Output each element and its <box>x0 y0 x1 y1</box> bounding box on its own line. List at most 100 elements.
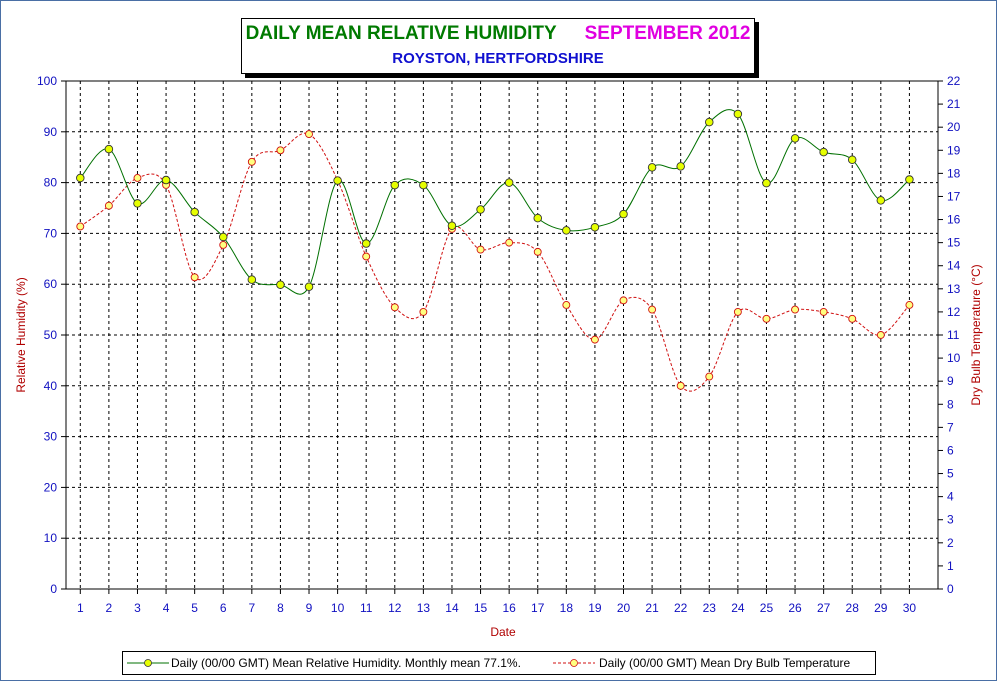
x-tick-label: 5 <box>191 601 198 615</box>
y-axis-right-title: Dry Bulb Temperature (°C) <box>969 264 983 405</box>
x-tick-label: 18 <box>560 601 574 615</box>
x-tick-label: 4 <box>163 601 170 615</box>
chart-title: DAILY MEAN RELATIVE HUMIDITY <box>245 23 557 44</box>
y-right-tick-label: 16 <box>947 213 961 227</box>
x-tick-label: 21 <box>645 601 659 615</box>
y-left-tick-label: 50 <box>44 328 58 342</box>
x-tick-label: 27 <box>817 601 831 615</box>
temperature-point <box>619 296 628 305</box>
y-left-tick-label: 100 <box>37 74 57 88</box>
y-right-tick-label: 5 <box>947 467 954 481</box>
x-tick-label: 9 <box>306 601 313 615</box>
y-right-tick-label: 0 <box>947 582 954 596</box>
temperature-point <box>762 314 771 323</box>
temperature-point <box>733 307 742 316</box>
humidity-point <box>304 282 314 291</box>
temperature-point <box>190 273 199 282</box>
y-left-tick-label: 20 <box>44 480 58 494</box>
x-tick-label: 7 <box>248 601 255 615</box>
legend-humidity-swatch <box>127 659 169 667</box>
y-right-tick-label: 19 <box>947 143 961 157</box>
y-right-tick-label: 21 <box>947 97 961 111</box>
humidity-point <box>533 213 542 223</box>
x-tick-label: 16 <box>502 601 516 615</box>
x-tick-label: 30 <box>903 601 917 615</box>
temperature-series-line <box>80 132 910 392</box>
plot-area <box>66 81 938 589</box>
temperature-point <box>476 245 485 254</box>
chart-subtitle: ROYSTON, HERTFORDSHIRE <box>392 50 604 67</box>
y-right-tick-label: 7 <box>947 420 954 434</box>
y-right-tick-label: 8 <box>947 397 954 411</box>
temperature-point <box>247 157 256 166</box>
y-left-tick-label: 0 <box>50 582 57 596</box>
temperature-point <box>705 372 714 381</box>
humidity-point <box>333 176 342 185</box>
y-right-tick-label: 13 <box>947 282 961 296</box>
y-left-tick-label: 70 <box>44 226 58 240</box>
humidity-point <box>504 178 514 187</box>
y-left-tick-label: 30 <box>44 430 58 444</box>
y-right-tick-label: 12 <box>947 305 961 319</box>
y-right-tick-label: 4 <box>947 490 954 504</box>
x-tick-label: 25 <box>760 601 774 615</box>
y-right-tick-label: 15 <box>947 236 961 250</box>
y-right-tick-label: 17 <box>947 189 961 203</box>
humidity-point <box>647 163 657 172</box>
humidity-point <box>133 199 142 208</box>
temperature-point <box>104 201 113 210</box>
y-right-tick-label: 6 <box>947 443 954 457</box>
x-tick-label: 3 <box>134 601 141 615</box>
x-tick-label: 12 <box>388 601 402 615</box>
humidity-point <box>590 223 600 232</box>
x-tick-label: 8 <box>277 601 284 615</box>
temperature-point <box>676 381 685 390</box>
temperature-point <box>219 240 228 249</box>
legend: Daily (00/00 GMT) Mean Relative Humidity… <box>122 651 876 675</box>
humidity-point <box>762 178 771 188</box>
legend-temperature-label: Daily (00/00 GMT) Mean Dry Bulb Temperat… <box>599 656 851 670</box>
y-right-tick-label: 20 <box>947 120 961 134</box>
y-right-tick-label: 14 <box>947 259 961 273</box>
temperature-point <box>876 331 885 339</box>
humidity-point <box>819 147 828 157</box>
humidity-point <box>847 155 857 164</box>
y-right-tick-label: 10 <box>947 351 961 365</box>
humidity-point <box>619 209 628 219</box>
legend-humidity-label: Daily (00/00 GMT) Mean Relative Humidity… <box>171 656 521 670</box>
x-tick-label: 14 <box>445 601 459 615</box>
temperature-point <box>76 222 85 231</box>
temperature-point <box>848 314 857 323</box>
temperature-point <box>648 305 657 314</box>
x-tick-label: 26 <box>788 601 802 615</box>
y-right-tick-label: 2 <box>947 536 954 550</box>
x-tick-label: 22 <box>674 601 688 615</box>
y-right-tick-label: 22 <box>947 74 961 88</box>
temperature-point <box>905 301 914 309</box>
y-left-tick-label: 40 <box>44 379 58 393</box>
y-left-tick-label: 10 <box>44 531 58 545</box>
humidity-point <box>562 226 571 235</box>
y-left-tick-label: 60 <box>44 277 58 291</box>
x-tick-label: 2 <box>106 601 113 615</box>
y-axis-left-title: Relative Humidity (%) <box>14 277 28 392</box>
humidity-point <box>247 275 257 284</box>
y-right-tick-label: 9 <box>947 374 954 388</box>
x-axis-title: Date <box>490 625 516 639</box>
x-tick-label: 1 <box>77 601 84 615</box>
y-right-tick-label: 11 <box>947 328 960 342</box>
x-tick-label: 24 <box>731 601 745 615</box>
humidity-point <box>76 173 85 183</box>
temperature-point <box>505 238 514 247</box>
temperature-point <box>276 146 285 155</box>
temperature-point <box>819 307 828 316</box>
y-right-tick-label: 1 <box>947 559 954 573</box>
x-tick-label: 6 <box>220 601 227 615</box>
humidity-point <box>218 232 228 242</box>
temperature-point <box>305 130 313 139</box>
humidity-point <box>476 205 485 214</box>
humidity-point <box>905 175 914 184</box>
x-tick-label: 17 <box>531 601 545 615</box>
